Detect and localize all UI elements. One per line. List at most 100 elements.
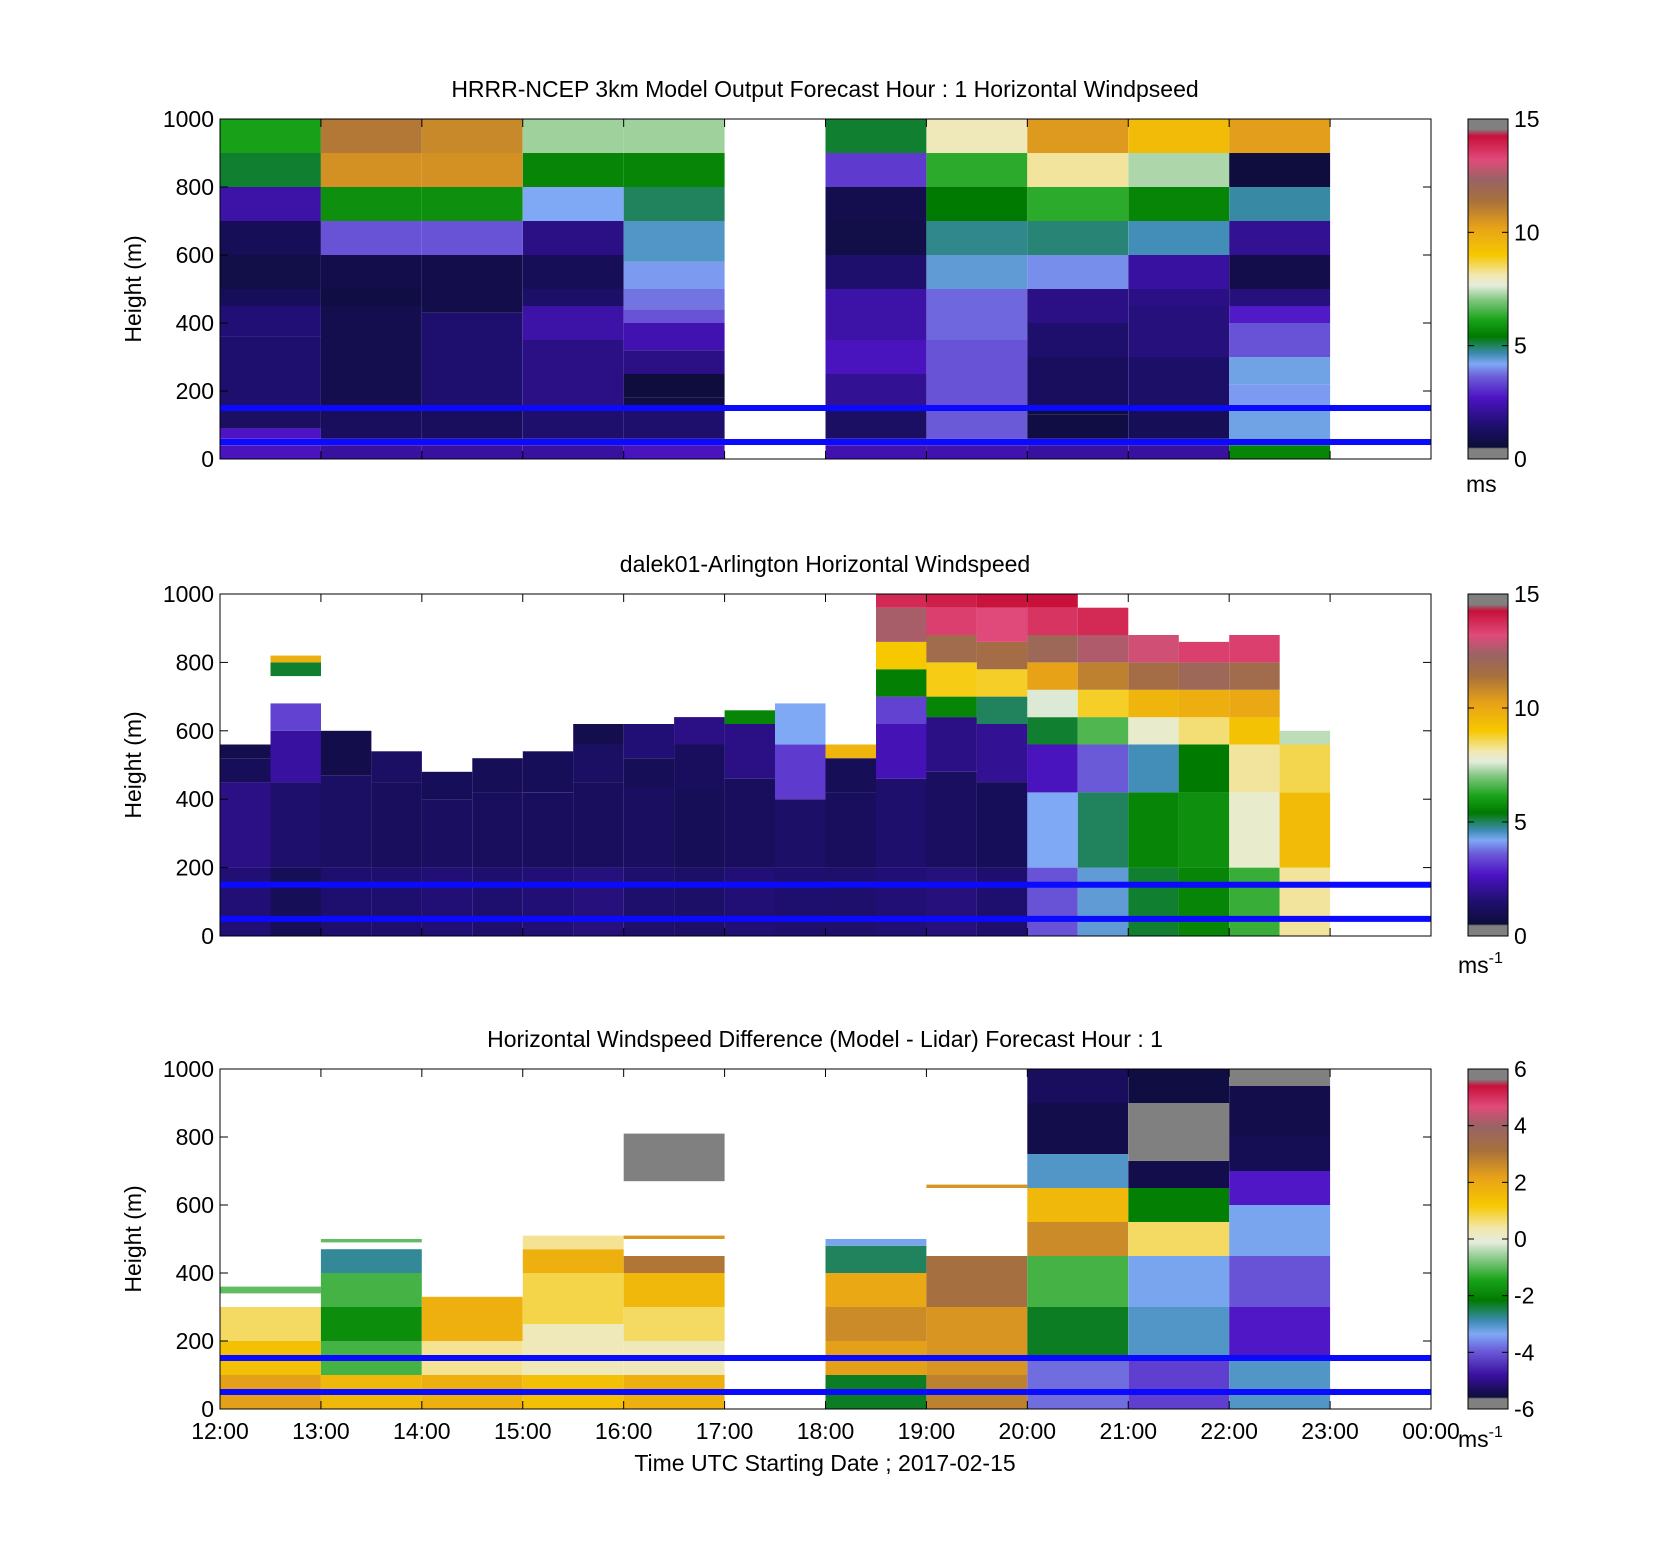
data-cell xyxy=(1077,635,1129,663)
data-cell xyxy=(1027,1358,1129,1409)
data-cell xyxy=(472,758,523,793)
data-cell xyxy=(1128,867,1179,936)
panel-model-reference-lines xyxy=(220,405,1431,445)
panel-difference-yticks: 0 200 400 600 800 1000 xyxy=(163,1056,1431,1422)
panel-model-yticks: 0 200 400 600 800 1000 xyxy=(163,106,1431,472)
y-tick-label: 1000 xyxy=(163,581,214,607)
data-cell xyxy=(1128,1222,1230,1256)
data-cell xyxy=(320,1249,422,1273)
data-cell xyxy=(220,782,271,868)
data-cell xyxy=(623,1256,725,1273)
data-cell xyxy=(1128,662,1179,690)
data-cell xyxy=(1178,641,1230,663)
data-cell xyxy=(1229,635,1280,663)
data-cell xyxy=(926,1256,1028,1307)
data-cell xyxy=(1027,1307,1129,1358)
data-cell xyxy=(926,607,977,636)
data-cell xyxy=(421,255,523,289)
data-cell xyxy=(320,153,422,187)
data-cell xyxy=(674,744,725,789)
panel-difference-xticks: 12:00 13:00 14:00 15:00 16:00 17:00 18:00 19:00… xyxy=(191,1069,1460,1444)
data-cell xyxy=(1229,867,1280,936)
data-cell xyxy=(522,445,624,459)
data-cell xyxy=(1077,689,1129,718)
data-cell xyxy=(876,641,927,670)
data-cell xyxy=(926,867,977,936)
colorbar-tick-label: 5 xyxy=(1514,333,1527,359)
data-cell xyxy=(1128,221,1230,255)
colorbar-tick-label: -2 xyxy=(1514,1283,1534,1309)
colorbar-lidar-unit-exp: -1 xyxy=(1489,950,1503,967)
data-cell xyxy=(926,153,1028,187)
data-cell xyxy=(674,788,725,868)
data-cell xyxy=(623,408,725,439)
data-cell xyxy=(522,751,574,793)
data-cell xyxy=(623,788,675,868)
data-cell xyxy=(825,445,927,459)
data-cell xyxy=(1229,744,1280,793)
panel-lidar: dalek01-Arlington Horizontal Windspeed 0… xyxy=(120,551,1540,978)
data-cell xyxy=(623,397,725,408)
colorbar-difference-unit: ms-1 xyxy=(1458,1424,1503,1452)
data-cell xyxy=(976,594,1028,608)
x-tick-label: 14:00 xyxy=(393,1418,451,1444)
data-cell xyxy=(320,289,422,306)
panel-difference-colorbar: -6 -4 -2 0 2 4 6 ms-1 xyxy=(1458,1056,1535,1452)
data-cell xyxy=(220,221,321,255)
x-tick-label: 17:00 xyxy=(696,1418,754,1444)
data-cell xyxy=(1027,255,1129,289)
colorbar-difference-unit-base: ms xyxy=(1458,1426,1489,1452)
data-cell xyxy=(1229,119,1331,153)
data-cell xyxy=(270,867,321,936)
data-cell xyxy=(320,187,422,221)
data-cell xyxy=(1027,1103,1129,1154)
y-tick-label: 0 xyxy=(201,1396,214,1422)
data-cell xyxy=(1027,357,1129,408)
y-tick-label: 800 xyxy=(176,174,214,200)
data-cell xyxy=(1128,187,1230,221)
y-tick-label: 600 xyxy=(176,718,214,744)
data-cell xyxy=(522,187,624,221)
data-cell xyxy=(1128,1160,1230,1188)
data-cell xyxy=(522,408,624,439)
data-cell xyxy=(220,408,321,429)
panel-lidar-title: dalek01-Arlington Horizontal Windspeed xyxy=(620,551,1030,577)
colorbar-tick-label: 5 xyxy=(1514,809,1527,835)
data-cell xyxy=(371,782,422,868)
data-cell xyxy=(876,607,927,642)
data-cell xyxy=(1128,744,1179,793)
data-cell xyxy=(421,799,473,868)
y-tick-label: 400 xyxy=(176,786,214,812)
data-cell xyxy=(623,350,725,374)
data-cell xyxy=(1027,1154,1129,1188)
data-cell xyxy=(1229,1358,1331,1409)
data-cell xyxy=(876,778,927,868)
x-tick-label: 15:00 xyxy=(494,1418,552,1444)
data-cell xyxy=(1027,153,1129,187)
data-cell xyxy=(472,867,523,936)
data-cell xyxy=(825,289,927,340)
x-tick-label: 23:00 xyxy=(1301,1418,1359,1444)
data-cell xyxy=(270,662,321,677)
data-cell xyxy=(1229,323,1331,357)
data-cell xyxy=(623,153,725,187)
colorbar-tick-label: 10 xyxy=(1514,219,1540,245)
data-cell xyxy=(1128,635,1179,663)
data-cell xyxy=(926,340,1028,408)
panel-difference-title: Horizontal Windspeed Difference (Model -… xyxy=(487,1026,1163,1052)
data-cell xyxy=(623,445,725,459)
data-cell xyxy=(1128,119,1230,153)
data-cell xyxy=(522,867,574,936)
data-cell xyxy=(926,662,977,697)
data-cell xyxy=(220,445,321,459)
data-cell xyxy=(1279,730,1331,745)
colorbar-lidar-unit-base: ms xyxy=(1458,952,1489,978)
data-cell xyxy=(1027,1222,1129,1256)
data-cell xyxy=(220,758,271,783)
data-cell xyxy=(220,255,321,289)
data-cell xyxy=(825,255,927,289)
panel-model-xticks xyxy=(219,119,1432,459)
panel-lidar-colorbar: 0 5 10 15 ms-1 xyxy=(1458,581,1540,978)
data-cell xyxy=(623,309,725,323)
data-cell xyxy=(674,717,725,745)
